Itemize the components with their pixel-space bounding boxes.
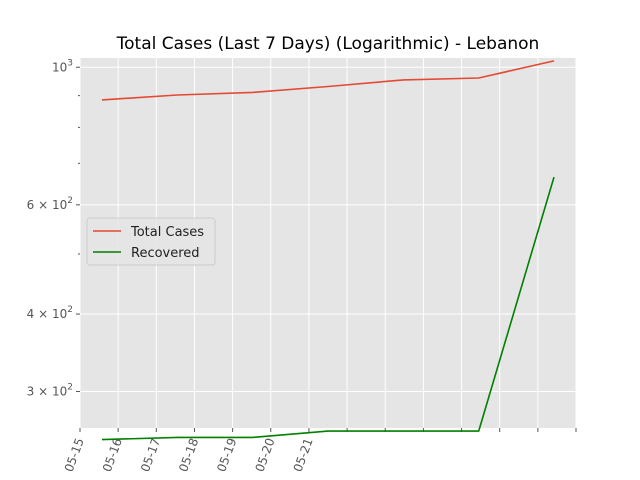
legend-label: Recovered bbox=[131, 246, 200, 261]
x-tick-label: 05-16 bbox=[100, 436, 125, 474]
legend-label: Total Cases bbox=[130, 225, 204, 240]
x-tick-label: 05-18 bbox=[176, 436, 201, 474]
y-tick-label: 103 bbox=[52, 58, 73, 74]
x-tick-label: 05-20 bbox=[253, 436, 278, 474]
series-line-total-cases bbox=[101, 60, 555, 101]
x-tick-label: 05-17 bbox=[138, 436, 163, 474]
x-tick-label: 05-19 bbox=[214, 436, 239, 474]
series-line-recovered bbox=[101, 176, 555, 441]
legend: Total Cases Recovered bbox=[86, 217, 216, 266]
y-tick-label: 4 × 102 bbox=[27, 305, 73, 321]
y-tick-label: 3 × 102 bbox=[27, 383, 73, 399]
x-axis-ticks: 05-15 05-16 05-17 05-18 05-19 05-20 05-21 bbox=[62, 428, 577, 474]
series-lines bbox=[101, 60, 555, 441]
x-tick-label: 05-21 bbox=[291, 436, 316, 474]
grid-lines bbox=[79, 58, 577, 428]
x-tick-label: 05-15 bbox=[62, 436, 87, 474]
chart-title: Total Cases (Last 7 Days) (Logarithmic) … bbox=[116, 34, 540, 54]
legend-box bbox=[86, 217, 216, 266]
y-axis-ticks: 103 6 × 102 4 × 102 3 × 102 bbox=[27, 58, 80, 399]
y-tick-label: 6 × 102 bbox=[27, 196, 73, 212]
